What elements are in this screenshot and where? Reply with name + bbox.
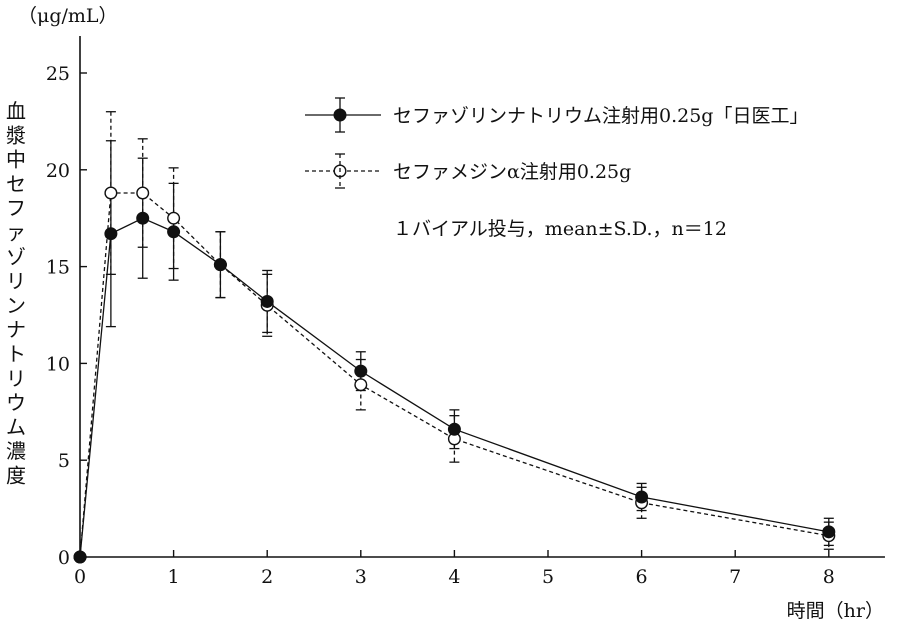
y-axis-label-char: リ [6, 366, 26, 390]
y-axis-label-char: 血 [6, 99, 26, 123]
x-tick-label: 4 [448, 566, 460, 588]
y-axis-label-char: ム [6, 415, 26, 439]
data-point-series-1 [104, 227, 118, 241]
legend: セファゾリンナトリウム注射用0.25g「日医工」 セファメジンα注射用0.25g… [305, 97, 808, 240]
x-tick-label: 3 [355, 566, 367, 588]
y-axis-label-char: 中 [6, 148, 26, 172]
series-lines [79, 192, 829, 558]
axes: 0 5 10 15 20 25 0 1 2 3 4 5 6 7 8 [46, 36, 885, 588]
data-markers [73, 186, 836, 564]
y-tick-label: 0 [58, 547, 70, 569]
legend-label-series-2: セファメジンα注射用0.25g [393, 161, 631, 183]
data-point-series-1 [635, 490, 649, 504]
y-tick-label: 10 [46, 353, 70, 375]
x-tick-label: 2 [261, 566, 273, 588]
y-axis-label-char: ゾ [6, 245, 26, 269]
data-point-series-1 [822, 525, 836, 539]
y-tick-label: 25 [46, 63, 70, 85]
x-tick-label: 5 [542, 566, 554, 588]
y-axis-label-char: ウ [6, 391, 26, 415]
y-axis-unit-label: （μg/mL） [18, 5, 118, 27]
y-tick-label: 5 [58, 450, 70, 472]
y-axis-label-char: ト [6, 342, 26, 366]
x-tick-label: 0 [74, 566, 86, 588]
y-tick-label: 20 [46, 160, 70, 182]
y-axis-label-char: 濃 [6, 439, 26, 463]
x-tick-label: 8 [823, 566, 835, 588]
data-point-series-1 [447, 422, 461, 436]
y-axis-label-char: ァ [6, 221, 26, 245]
y-tick-label: 15 [46, 257, 70, 279]
data-point-series-2 [136, 186, 150, 200]
data-point-series-1 [136, 211, 150, 225]
x-tick-label: 7 [729, 566, 741, 588]
y-axis-label-char: 漿 [6, 123, 26, 147]
series-line-1 [79, 217, 829, 558]
x-tick-label: 1 [168, 566, 180, 588]
series-line-2 [79, 192, 829, 558]
data-point-series-1 [167, 225, 181, 239]
y-axis-label-char: リ [6, 269, 26, 293]
x-axis-label: 時間（hr） [787, 600, 884, 622]
data-point-series-2 [354, 378, 368, 392]
legend-label-series-1: セファゾリンナトリウム注射用0.25g「日医工」 [393, 105, 808, 127]
data-point-series-2 [167, 211, 181, 225]
data-point-series-2 [104, 186, 118, 200]
y-axis-label-char: ン [6, 293, 26, 317]
y-axis-label-char: 度 [6, 464, 26, 488]
x-tick-label: 6 [636, 566, 648, 588]
data-point-series-1 [73, 550, 87, 564]
data-point-series-1 [213, 258, 227, 272]
y-axis-label-char: フ [6, 196, 26, 220]
dosing-annotation: １バイアル投与，mean±S.D.，n＝12 [393, 218, 727, 240]
y-axis-label-char: ナ [6, 318, 26, 342]
data-point-series-1 [354, 364, 368, 378]
y-axis-label-char: セ [6, 172, 26, 196]
data-point-series-1 [260, 294, 274, 308]
